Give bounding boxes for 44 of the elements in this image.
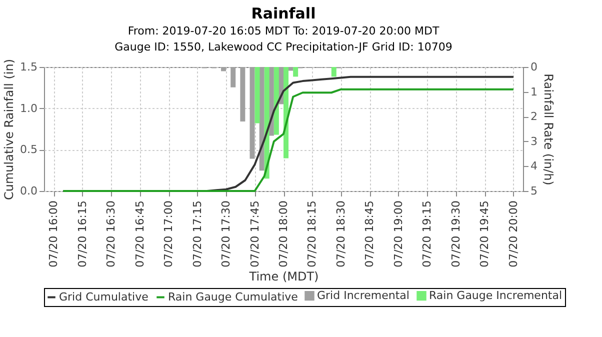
y2-tick-label: 5 <box>530 184 538 198</box>
x-tick-label: 07/20 17:30 <box>220 200 233 268</box>
y2-tick-label: 0 <box>530 60 538 74</box>
x-tick-label: 07/20 18:15 <box>306 200 319 268</box>
bar <box>250 67 255 159</box>
x-tick-label: 07/20 16:00 <box>47 200 60 268</box>
chart-title: Rainfall <box>251 4 316 22</box>
y2-tick-label: 3 <box>530 134 538 148</box>
y-tick-label: 1.5 <box>20 60 38 74</box>
y2-tick-label: 1 <box>530 85 538 98</box>
legend-label: Rain Gauge Incremental <box>429 288 562 302</box>
chart-subtitle: From: 2019-07-20 16:05 MDT To: 2019-07-20 20:00 MDT Gauge ID: 1550, Lakewood CC Precipitation-JF Grid ID: 10709 <box>114 24 452 54</box>
y-axis-title: Cumulative Rainfall (in) <box>2 58 16 200</box>
y2-axis-title: Rainfall Rate (in/h) <box>542 74 556 186</box>
x-tick-label: 07/20 20:00 <box>506 200 520 268</box>
legend-label: Rain Gauge Cumulative <box>168 290 298 304</box>
x-tick-label: 07/20 16:30 <box>104 200 118 268</box>
x-tick-label: 07/20 17:45 <box>248 200 262 268</box>
x-tick-label: 07/20 19:15 <box>420 200 434 268</box>
bar <box>240 67 246 122</box>
x-tick-label: 07/20 19:30 <box>449 200 462 268</box>
x-tick-label: 07/20 18:30 <box>334 200 348 268</box>
legend-label: Grid Cumulative <box>59 290 149 304</box>
x-tick-label: 07/20 19:45 <box>478 200 492 268</box>
x-tick-label: 07/20 17:15 <box>190 200 204 268</box>
x-axis-title: Time (MDT) <box>248 269 319 284</box>
x-tick-label: 07/20 19:00 <box>392 200 405 268</box>
legend-label: Grid Incremental <box>317 288 410 302</box>
x-tick-label: 07/20 17:00 <box>162 200 176 268</box>
x-tick-label: 07/20 18:00 <box>277 200 290 268</box>
bar <box>293 67 298 77</box>
x-tick-label: 07/20 16:15 <box>76 200 89 268</box>
bar <box>331 67 336 77</box>
y-tick-label: 1.0 <box>20 102 38 115</box>
y2-tick-label: 4 <box>530 160 538 173</box>
x-tick-label: 07/20 16:45 <box>133 200 146 268</box>
bar <box>221 67 226 72</box>
y-tick-label: 0.5 <box>20 143 38 156</box>
y2-tick-label: 2 <box>530 110 538 124</box>
x-tick-label: 07/20 18:45 <box>363 200 376 268</box>
bar <box>230 67 236 88</box>
bar <box>254 67 260 124</box>
bar <box>274 67 279 135</box>
y-tick-label: 0.0 <box>20 184 38 198</box>
